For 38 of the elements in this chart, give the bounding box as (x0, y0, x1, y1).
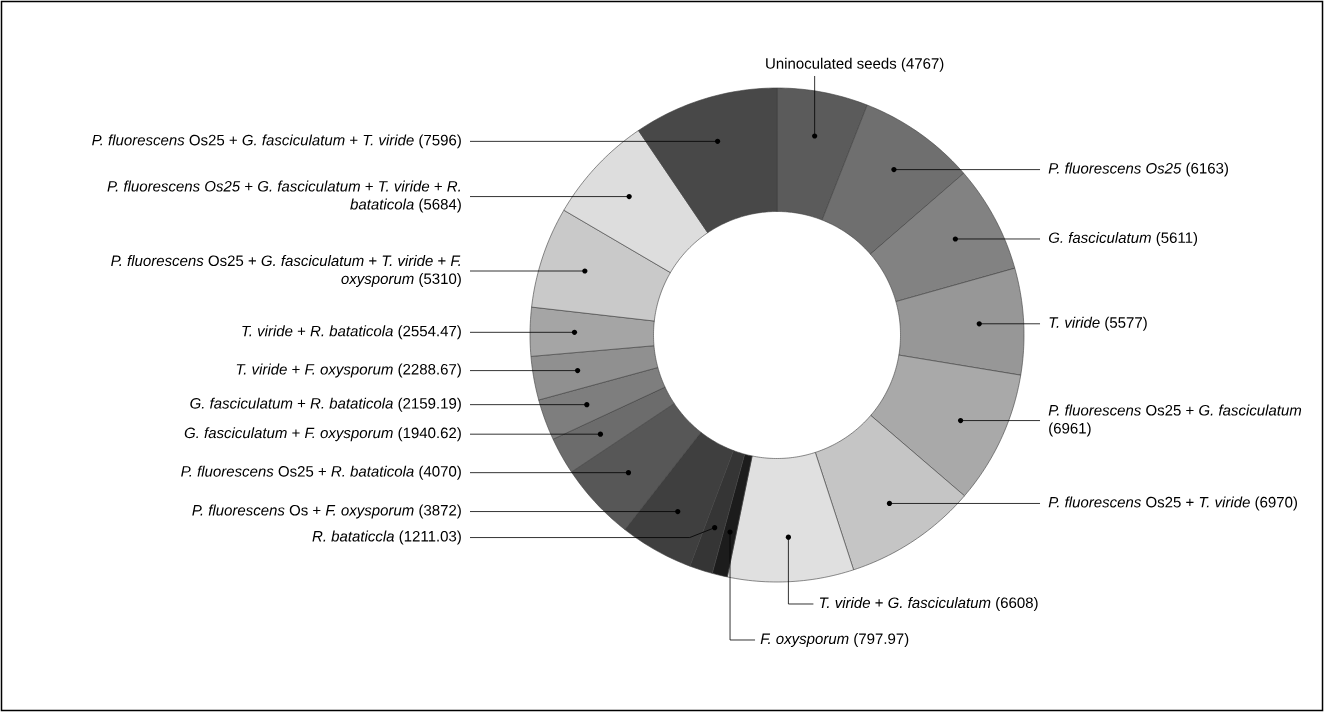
slice-label: T. viride + F. oxysporum (236, 363, 393, 378)
data-label: (5611) (1156, 231, 1198, 246)
category-label: P. fluorescens Os25 + G. fasciculatum + T. viride + F. (111, 255, 461, 267)
slice-label: G. fasciculatum + F. oxysporum (184, 427, 393, 442)
data-label: (2554.47) (398, 325, 461, 340)
slice-label: Uninoculated seeds (766, 57, 897, 69)
data-label: (5310) (419, 273, 461, 287)
data-label: (6961) (1049, 422, 1091, 437)
data-label: (5684) (419, 198, 461, 213)
slice-label: G. fasciculatum (1048, 231, 1151, 243)
slice-label: P. fluorescens Os25 + G. fasciculatum (1048, 404, 1302, 416)
data-label: (3872) (419, 504, 461, 519)
slice-label: P. fluorescens Os25 + T. viride (1048, 496, 1250, 508)
data-label: (2288.67) (398, 363, 461, 378)
data-label: (5577) (1105, 316, 1147, 331)
data-label: (6163) (1186, 162, 1228, 177)
data-label: (7596) (419, 134, 461, 149)
slice-label: T. viride (1049, 316, 1100, 328)
category-label: bataticola (350, 198, 414, 210)
category-label: oxysporum (341, 275, 414, 287)
data-label: (6970) (1255, 496, 1297, 511)
data-label: (2159.19) (398, 397, 461, 412)
data-label: (4767) (901, 57, 944, 72)
slice-label: T. viride + R. bataticola (242, 325, 393, 337)
data-label: (1211.03) (399, 530, 461, 545)
slice-label: P. fluorescens Os25 + R. bataticola (181, 465, 414, 477)
slice-label: P. fluorescens Os25 (1048, 162, 1182, 174)
slice-label: G. fasciculatum + R. bataticola (190, 397, 393, 409)
data-label: (1940.62) (398, 427, 461, 442)
slice-label: T. viride + G. fasciculatum (819, 597, 991, 609)
slice-label: P. fluorescens Os + F. oxysporum (192, 504, 414, 519)
data-label: (797.97) (854, 633, 909, 647)
data-label: (6608) (996, 597, 1038, 611)
slice-label: P. fluorescens Os25 + G. fasciculatum + T. viride (92, 134, 414, 146)
slice-label: F. oxysporum (760, 633, 849, 647)
category-label: P. fluorescens Os25 + G. fasciculatum + T. viride + R. (107, 180, 460, 192)
slice-label: R. bataticcla (312, 530, 394, 542)
data-label: (4070) (419, 465, 461, 480)
